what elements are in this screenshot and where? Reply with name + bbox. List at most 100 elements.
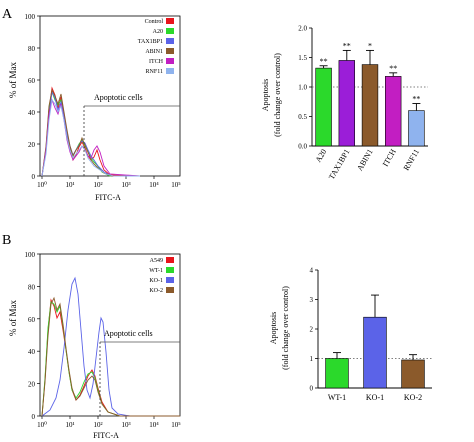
histogram-a-ytick: 100 xyxy=(25,13,36,21)
legend-swatch xyxy=(166,267,174,273)
histogram-b-frame xyxy=(39,253,181,417)
histogram-b-ytick: 80 xyxy=(28,283,36,291)
histogram-a: % of Max FITC-A 0 20 40 60 80 100 10⁰ 10… xyxy=(8,13,181,202)
category-label: KO-2 xyxy=(404,393,422,402)
y-tick-label: 3 xyxy=(310,296,314,304)
bar xyxy=(315,67,332,147)
histogram-a-ylabel: % of Max xyxy=(8,62,18,98)
panel-a: A % of Max FITC-A 0 20 40 60 80 100 10⁰ xyxy=(2,7,428,202)
histogram-b-ytick: 40 xyxy=(28,348,36,356)
histogram-a-xticks: 10⁰ 10¹ 10² 10³ 10⁴ 10⁵ xyxy=(37,176,181,189)
histogram-b-xticks: 10⁰ 10¹ 10² 10³ 10⁴ 10⁵ xyxy=(37,416,181,429)
bar-chart-a-ylabel-2: (fold change over control) xyxy=(273,53,282,137)
legend-swatch xyxy=(166,28,174,34)
histogram-a-curve-control xyxy=(41,86,141,177)
histogram-a-ytick: 40 xyxy=(28,109,36,117)
category-label: ABIN1 xyxy=(355,148,375,173)
significance-marker: ** xyxy=(389,64,397,73)
apoptotic-gate-a: Apoptotic cells xyxy=(83,93,180,176)
category-label: RNF11 xyxy=(402,148,421,173)
histogram-a-xtick: 10¹ xyxy=(65,181,74,189)
bar-chart-b-yticks: 0 1 2 3 4 xyxy=(310,267,318,393)
bar-chart-a-yticks: 0.0 0.5 1.0 1.5 2.0 xyxy=(298,25,312,151)
histogram-b-ytick: 60 xyxy=(28,316,36,324)
histogram-a-xtick: 10⁰ xyxy=(37,181,47,189)
histogram-b: % of Max FITC-A 0 20 40 60 80 100 10⁰ 10… xyxy=(8,251,181,440)
y-tick-label: 4 xyxy=(310,267,314,275)
legend-item-label: TAX1BP1 xyxy=(138,39,163,45)
bar xyxy=(363,316,387,389)
histogram-a-curve-abin1 xyxy=(41,88,140,177)
apoptotic-gate-b: Apoptotic cells xyxy=(99,329,180,416)
significance-marker: * xyxy=(368,41,372,50)
legend-swatch xyxy=(166,257,174,263)
legend-item-label: KO-1 xyxy=(149,278,163,284)
legend-item-label: ABIN1 xyxy=(145,49,163,55)
legend-swatch xyxy=(166,48,174,54)
histogram-b-xtick: 10² xyxy=(93,421,102,429)
legend-swatch xyxy=(166,277,174,283)
bar xyxy=(338,60,355,147)
histogram-b-yticks: 0 20 40 60 80 100 xyxy=(25,251,40,421)
significance-marker: ** xyxy=(412,95,420,104)
histogram-b-xtick: 10⁴ xyxy=(149,421,159,429)
category-label: WT-1 xyxy=(328,393,346,402)
y-tick-label: 2.0 xyxy=(298,25,307,33)
legend-swatch xyxy=(166,287,174,293)
significance-marker: ** xyxy=(320,57,328,66)
legend-item-label: KO-2 xyxy=(149,288,163,294)
bar xyxy=(325,358,349,389)
gate-label-a: Apoptotic cells xyxy=(94,93,143,102)
histogram-b-ytick: 100 xyxy=(25,251,36,259)
y-tick-label: 0.5 xyxy=(298,113,307,121)
histogram-a-ytick: 20 xyxy=(28,141,36,149)
y-tick-label: 0 xyxy=(310,385,314,393)
panel-b: B % of Max FITC-A 0 20 40 60 80 100 10⁰ xyxy=(2,233,432,440)
y-tick-label: 1 xyxy=(310,355,314,363)
histogram-a-yticks: 0 20 40 60 80 100 xyxy=(25,13,40,181)
bar xyxy=(401,359,425,389)
bar-chart-b: Apoptosis (fold change over control) 0 1 2… xyxy=(269,267,432,402)
gate-label-b: Apoptotic cells xyxy=(104,329,153,338)
bar-chart-a-plot: ** A20 ** TAX1BP1 * ABIN1 ** ITCH ** RNF11 xyxy=(311,28,428,182)
legend-swatch xyxy=(166,18,174,24)
histogram-a-legend: Control A20 TAX1BP1 ABIN1 ITCH RNF11 xyxy=(138,18,174,75)
histogram-b-ytick: 0 xyxy=(32,413,36,421)
histogram-b-curve-ko1 xyxy=(41,276,180,417)
bar-chart-b-ylabel-1: Apoptosis xyxy=(269,312,278,344)
category-label: KO-1 xyxy=(366,393,384,402)
legend-item-label: A549 xyxy=(150,258,163,264)
histogram-b-xtick: 10⁰ xyxy=(37,421,47,429)
bar xyxy=(408,110,425,147)
y-tick-label: 1.0 xyxy=(298,84,307,92)
legend-swatch xyxy=(166,38,174,44)
histogram-b-ytick: 20 xyxy=(28,381,36,389)
legend-item-label: Control xyxy=(145,19,164,25)
legend-item-label: WT-1 xyxy=(149,268,163,274)
bar xyxy=(385,76,402,147)
histogram-a-ytick: 60 xyxy=(28,77,36,85)
histogram-a-curve-rnf11 xyxy=(41,98,140,177)
histogram-b-xtick: 10⁵ xyxy=(171,421,181,429)
histogram-b-xlabel: FITC-A xyxy=(93,431,119,440)
bar-chart-b-ylabel-2: (fold change over control) xyxy=(281,286,290,370)
significance-marker: ** xyxy=(343,41,351,50)
histogram-a-xtick: 10³ xyxy=(121,181,130,189)
bar-chart-b-plot: WT-1 KO-1 KO-2 xyxy=(317,270,432,402)
legend-swatch xyxy=(166,58,174,64)
y-tick-label: 0.0 xyxy=(298,143,307,151)
histogram-a-xtick: 10⁵ xyxy=(171,181,181,189)
y-tick-label: 1.5 xyxy=(298,54,307,62)
histogram-b-xtick: 10³ xyxy=(121,421,130,429)
histogram-a-xtick: 10² xyxy=(93,181,102,189)
category-label: TAX1BP1 xyxy=(327,148,352,182)
histogram-a-xlabel: FITC-A xyxy=(95,193,121,202)
category-label: A20 xyxy=(314,148,329,164)
y-tick-label: 2 xyxy=(310,326,314,334)
bar-chart-a-ylabel-1: Apoptosis xyxy=(261,79,270,111)
histogram-b-ylabel: % of Max xyxy=(8,300,18,336)
legend-item-label: RNF11 xyxy=(146,69,163,75)
histogram-a-curve-tax1bp1 xyxy=(41,90,140,177)
histogram-b-legend: A549 WT-1 KO-1 KO-2 xyxy=(149,257,174,294)
